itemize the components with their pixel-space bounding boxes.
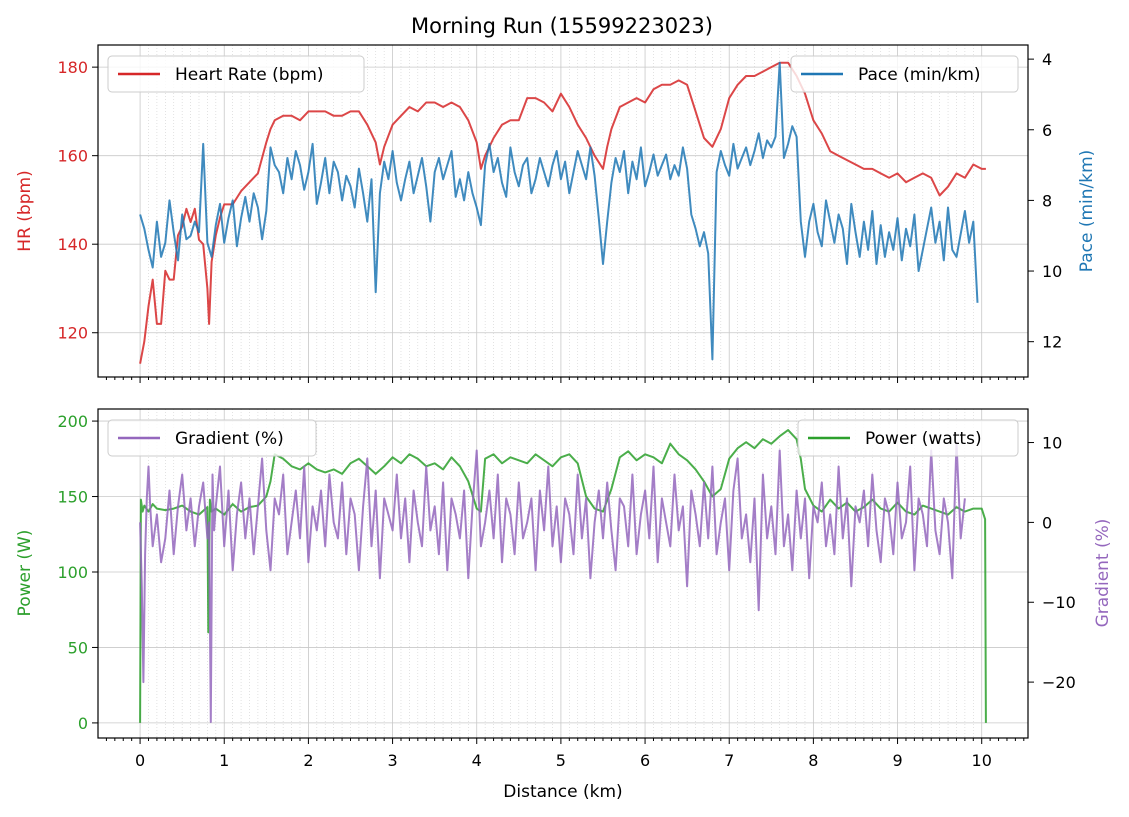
top-left-tick-label: 140	[57, 235, 88, 254]
legend-pace-label: Pace (min/km)	[858, 65, 981, 85]
top-left-tick-label: 160	[57, 147, 88, 166]
top-x-axis	[105, 377, 1025, 383]
top-left-tick-label: 120	[57, 324, 88, 343]
x-axis-title: Distance (km)	[503, 782, 622, 802]
top-series-heart-rate-bpm	[139, 61, 986, 364]
x-tick-label: 5	[556, 751, 566, 770]
top-legend-right-box	[790, 55, 1019, 93]
top-legend-right: Pace (min/km)	[790, 55, 1019, 93]
bottom-right-tick-label: −10	[1042, 593, 1076, 612]
bottom-legend-right: Power (watts)	[797, 419, 1019, 457]
x-tick-label: 9	[892, 751, 902, 770]
bottom-right-axis: −20 −10 0 10	[1028, 434, 1076, 692]
bottom-left-axis-title: Power (W)	[15, 530, 35, 617]
top-right-tick-label: 12	[1042, 333, 1062, 352]
bottom-legend-right-box	[797, 419, 1019, 457]
top-left-tick-label: 180	[57, 58, 88, 77]
bottom-left-axis: 0 50 100 150 200	[57, 412, 98, 733]
x-tick-label: 3	[387, 751, 397, 770]
x-tick-label: 4	[472, 751, 482, 770]
bottom-left-tick-label: 50	[68, 638, 88, 657]
x-tick-label: 0	[135, 751, 145, 770]
bottom-left-tick-label: 0	[78, 714, 88, 733]
bottom-plot-area	[98, 409, 1028, 738]
bottom-x-axis: 0 1 2 3 4 5 6 7 8 9 10	[105, 738, 1025, 770]
top-legend-left-box	[107, 55, 365, 93]
bottom-panel: 0 50 100 150 200 −20 −10 0 10 0 1 2 3 4 5 6 7 8 9 10 Powe…	[15, 408, 1113, 802]
legend-gradient-label: Gradient (%)	[175, 429, 284, 449]
top-right-tick-label: 8	[1042, 191, 1052, 210]
top-right-tick-label: 6	[1042, 121, 1052, 140]
bottom-right-axis-title: Gradient (%)	[1093, 519, 1113, 628]
bottom-legend-left: Gradient (%)	[107, 419, 317, 457]
bottom-left-tick-label: 200	[57, 412, 88, 431]
x-tick-label: 2	[303, 751, 313, 770]
top-axes-frame	[97, 44, 1029, 378]
top-legend-left: Heart Rate (bpm)	[107, 55, 365, 93]
bottom-right-tick-label: 10	[1042, 434, 1062, 453]
top-right-axis: 4 6 8 10 12	[1028, 50, 1062, 352]
x-tick-label: 1	[219, 751, 229, 770]
legend-hr-label: Heart Rate (bpm)	[175, 65, 324, 85]
top-series-layer	[139, 61, 986, 364]
x-tick-label: 8	[808, 751, 818, 770]
bottom-series-layer	[139, 429, 987, 723]
top-right-tick-label: 4	[1042, 50, 1052, 69]
top-panel: 120 140 160 180 4 6 8 10 12 HR (bpm) Pace (min/…	[15, 44, 1097, 383]
top-series-pace-min-km	[139, 61, 979, 361]
x-tick-label: 10	[972, 751, 992, 770]
chart-title: Morning Run (15599223023)	[411, 14, 713, 38]
top-right-axis-title: Pace (min/km)	[1077, 150, 1097, 273]
x-tick-label: 7	[724, 751, 734, 770]
bottom-axes-frame	[97, 408, 1029, 739]
bottom-right-tick-label: 0	[1042, 513, 1052, 532]
x-tick-label: 6	[640, 751, 650, 770]
top-left-axis: 120 140 160 180	[57, 58, 98, 343]
bottom-left-tick-label: 100	[57, 563, 88, 582]
bottom-left-tick-label: 150	[57, 488, 88, 507]
top-left-axis-title: HR (bpm)	[15, 170, 35, 251]
bottom-right-tick-label: −20	[1042, 673, 1076, 692]
top-grid	[98, 45, 1028, 377]
legend-power-label: Power (watts)	[865, 429, 982, 449]
bottom-series-gradient	[139, 441, 966, 723]
top-plot-area	[98, 45, 1028, 377]
bottom-legend-left-box	[107, 419, 317, 457]
top-right-tick-label: 10	[1042, 262, 1062, 281]
